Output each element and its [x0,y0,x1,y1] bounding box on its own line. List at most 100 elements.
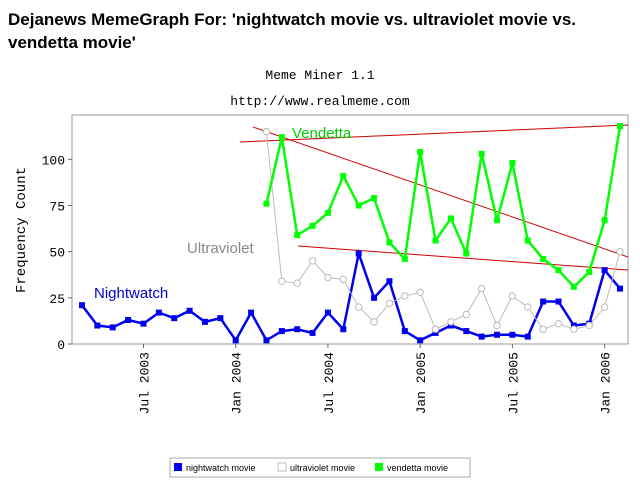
point [171,315,178,322]
point [600,303,609,311]
point [263,200,270,207]
point [339,275,348,284]
point [324,209,331,216]
legend-swatch [375,463,383,471]
point [585,321,593,330]
point [539,325,547,333]
point [294,326,301,333]
point [401,328,408,335]
point [509,160,516,167]
point [355,250,362,257]
x-tick-label: Jan 2004 [230,352,245,415]
annotation: Nightwatch [94,285,168,302]
point [355,202,362,209]
legend-label: vendetta movie [387,463,448,473]
point [447,215,454,222]
point [263,337,270,344]
point [524,303,532,311]
point [554,319,563,328]
point [386,239,393,246]
point [309,329,316,336]
point [617,285,623,292]
trend-line [252,126,629,258]
point [94,322,101,329]
point [478,150,485,157]
legend-swatch [174,463,182,471]
point [417,337,424,344]
subtitle: http://www.realmeme.com [230,94,410,109]
point [278,328,285,335]
point [401,292,409,300]
y-tick-label: 0 [57,338,65,353]
point [324,273,332,282]
point [308,257,317,265]
trend-line [239,124,629,143]
x-tick-label: Jul 2004 [322,352,337,415]
point [340,326,347,333]
point [447,318,455,326]
point [386,278,393,285]
point [601,267,608,274]
point [109,324,116,331]
y-axis-label: Frequency Count [14,167,30,293]
annotation: Ultraviolet [187,240,255,257]
point [140,320,147,327]
point [570,325,578,333]
point [125,316,132,323]
point [493,321,501,330]
point [586,268,593,275]
point [324,309,331,316]
subtitle: Meme Miner 1.1 [265,68,374,83]
x-tick-label: Jul 2003 [137,352,152,414]
trend-lines [239,124,629,271]
point [294,232,301,239]
point [416,288,424,296]
y-tick-label: 50 [49,246,65,261]
point [477,284,486,293]
point [494,217,501,224]
point [79,302,85,309]
plot-area [71,114,629,345]
point [555,267,562,274]
point [401,256,408,263]
point [463,250,470,257]
point [478,333,485,340]
x-tick-label: Jul 2005 [506,352,521,414]
legend-label: ultraviolet movie [290,463,355,473]
annotation: Vendetta [292,125,352,142]
point [186,307,193,314]
point [217,315,224,322]
point [155,309,162,316]
point [340,172,347,179]
point [540,256,547,263]
y-tick-label: 25 [49,292,65,307]
x-tick-label: Jan 2005 [414,352,429,414]
point [385,299,394,308]
point [617,123,623,130]
point [494,331,501,338]
chart-title: Dejanews MemeGraph For: 'nightwatch movi… [8,10,577,52]
point [524,237,531,244]
point [570,283,577,290]
y-tick-label: 75 [49,199,65,214]
point [309,222,316,229]
legend-label: nightwatch movie [186,463,256,473]
point [417,148,424,155]
point [524,333,531,340]
point [540,298,547,305]
point [431,325,440,333]
x-tick-label: Jan 2006 [599,352,614,414]
point [370,318,378,326]
point [293,279,301,287]
point [354,303,363,311]
point [616,247,624,256]
point [432,237,439,244]
legend-swatch [277,462,287,472]
point [462,310,470,319]
legend [169,457,471,478]
point [248,309,255,316]
point [371,195,378,202]
point [509,331,516,338]
